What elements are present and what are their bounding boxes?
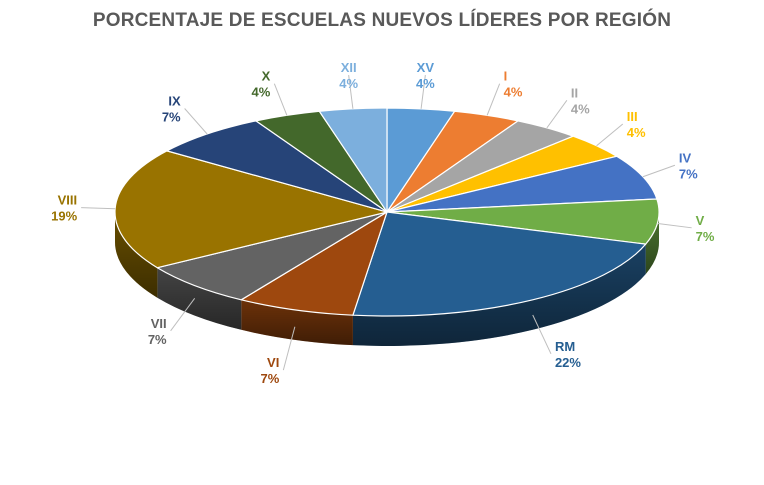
pie-side-shade-v [645, 212, 659, 275]
leader-line-vii [170, 297, 196, 332]
slice-value-iv: 7% [679, 166, 698, 181]
slice-label-ii: II [571, 85, 578, 100]
slice-value-rm: 22% [555, 355, 581, 370]
leader-line-i [486, 83, 501, 116]
slice-label-xii: XII [341, 60, 357, 75]
leader-line-xii [348, 75, 354, 109]
pie-side-shade-rm [352, 244, 646, 346]
pie-side-shade-vii [157, 267, 242, 330]
slice-label-iv: IV [679, 150, 692, 165]
pie-slice-ix [166, 120, 388, 213]
slice-label-vii: VII [151, 316, 167, 331]
slice-value-xv: 4% [416, 76, 435, 91]
pie-slice-rm [352, 211, 647, 317]
pie-slice-xii [318, 107, 388, 213]
slice-label-x: X [262, 69, 271, 84]
slice-label-rm: RM [555, 339, 575, 354]
slice-value-v: 7% [696, 229, 715, 244]
chart-title: PORCENTAJE DE ESCUELAS NUEVOS LÍDERES PO… [92, 10, 672, 31]
slice-value-iii: 4% [627, 125, 646, 140]
leader-line-vi [282, 326, 296, 371]
leader-line-iv [642, 164, 676, 178]
slice-value-ii: 4% [571, 101, 590, 116]
slice-value-i: 4% [504, 85, 523, 100]
slice-label-iii: III [627, 109, 638, 124]
pie-side-shade-viii [115, 212, 158, 298]
leader-line-viii [81, 207, 116, 210]
pie-side-shade-vi [241, 299, 353, 346]
slice-label-i: I [504, 69, 508, 84]
pie-slice-v [386, 198, 660, 245]
leader-line-v [657, 222, 692, 229]
pie-slice-vii [156, 211, 388, 301]
slice-label-ix: IX [168, 93, 181, 108]
slice-value-ix: 7% [162, 109, 181, 124]
slice-label-v: V [696, 213, 705, 228]
leader-line-ii [546, 100, 568, 129]
slice-value-xii: 4% [339, 76, 358, 91]
leader-line-ix [184, 108, 208, 135]
leader-line-rm [532, 314, 552, 355]
leader-line-x [273, 83, 288, 116]
leader-line-xv [420, 75, 426, 109]
slice-value-x: 4% [252, 85, 271, 100]
slice-label-viii: VIII [58, 193, 78, 208]
pie-slice-iv [386, 155, 658, 213]
slice-value-viii: 19% [51, 209, 77, 224]
pie-slice-vi [240, 211, 388, 316]
slice-label-vi: VI [267, 355, 279, 370]
slice-value-vi: 7% [261, 371, 280, 386]
slice-value-vii: 7% [148, 332, 167, 347]
leader-line-iii [596, 123, 624, 147]
slice-label-xv: XV [417, 60, 435, 75]
